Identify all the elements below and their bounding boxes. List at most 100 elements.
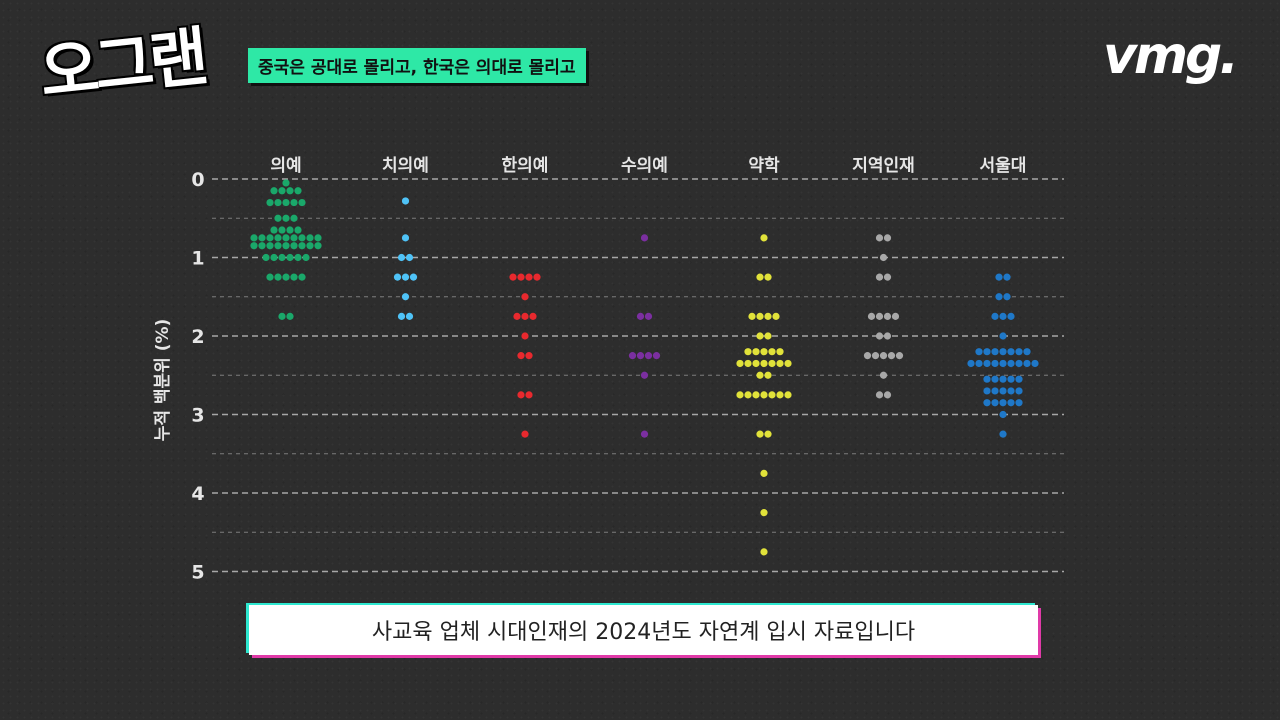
data-dot [875, 391, 884, 399]
data-dot [760, 469, 768, 477]
data-dot [282, 179, 290, 187]
data-dot [1015, 387, 1023, 395]
data-dot [397, 253, 406, 262]
data-dot [513, 312, 521, 320]
data-dot [764, 371, 772, 379]
data-dot [533, 273, 541, 281]
data-dot [764, 273, 772, 281]
data-dot [760, 548, 768, 556]
data-dot [768, 359, 776, 368]
data-dot [999, 359, 1007, 368]
data-dot [772, 312, 780, 320]
data-dot [875, 332, 884, 340]
data-dot [286, 253, 294, 262]
data-dot [521, 293, 529, 301]
series-1 [250, 179, 322, 320]
data-dot [525, 352, 533, 360]
data-dot [258, 234, 266, 242]
series-7 [967, 273, 1039, 438]
data-dot [756, 332, 764, 340]
data-dot [282, 242, 290, 250]
data-dot [756, 430, 764, 438]
data-dot [266, 198, 274, 207]
data-dot [875, 312, 884, 320]
data-dot [298, 198, 306, 207]
data-dot [760, 348, 768, 356]
data-dot [999, 375, 1007, 383]
data-dot [278, 253, 286, 262]
data-dot [306, 234, 314, 242]
data-dot [752, 359, 760, 368]
data-dot [282, 234, 290, 242]
data-dot [744, 348, 752, 356]
data-dot [258, 242, 266, 250]
data-dot [1031, 359, 1039, 368]
y-tick-label: 4 [191, 483, 204, 505]
data-dot [736, 359, 744, 368]
data-dot [262, 253, 270, 262]
series-6 [863, 234, 904, 399]
data-dot [294, 187, 302, 195]
data-dot [760, 391, 768, 399]
data-dot [1023, 348, 1031, 356]
data-dot [991, 387, 999, 395]
data-dot [274, 242, 282, 250]
data-dot [517, 273, 525, 281]
data-dot [298, 273, 306, 281]
grid-lines [212, 178, 1064, 573]
category-label: 치의예 [382, 156, 429, 176]
data-dot [895, 352, 904, 360]
subtitle-caption: 사교육 업체 시대인재의 2024년도 자연계 입시 자료입니다 [249, 605, 1038, 655]
data-dot [879, 371, 888, 379]
data-dot [1007, 399, 1015, 407]
data-dot [967, 359, 975, 368]
data-dot [302, 253, 310, 262]
data-dot [1003, 293, 1011, 301]
data-dot [875, 273, 884, 281]
data-dot [1007, 359, 1015, 368]
data-dot [266, 273, 274, 281]
data-dot [274, 273, 282, 281]
data-dot [521, 332, 529, 340]
y-tick-label: 2 [191, 326, 204, 348]
data-dot [983, 348, 991, 356]
series-5 [736, 234, 792, 556]
data-dot [756, 273, 764, 281]
data-dot [636, 352, 645, 360]
y-axis-ticks: 0 1 2 3 4 5 [191, 169, 204, 584]
data-dot [521, 312, 529, 320]
y-tick-label: 0 [191, 169, 204, 191]
data-dot [294, 226, 302, 234]
data-dot [764, 312, 772, 320]
data-dot [282, 214, 290, 222]
data-dot [736, 391, 744, 399]
data-dot [748, 312, 756, 320]
data-dot [863, 352, 872, 360]
data-dot [991, 359, 999, 368]
data-dot [983, 399, 991, 407]
series-3 [509, 273, 541, 438]
data-dot [891, 312, 900, 320]
y-tick-label: 1 [191, 248, 204, 270]
data-dot [401, 293, 410, 301]
data-dot [298, 242, 306, 250]
data-dot [883, 234, 892, 242]
data-dot [784, 391, 792, 399]
data-dot [999, 399, 1007, 407]
category-label: 의예 [270, 156, 301, 176]
data-dot [521, 430, 529, 438]
data-dot [278, 226, 286, 234]
category-label: 지역인재 [852, 156, 915, 176]
data-dot [266, 242, 274, 250]
caption-text: 사교육 업체 시대인재의 2024년도 자연계 입시 자료입니다 [371, 620, 916, 645]
data-dot [975, 359, 983, 368]
category-labels: 의예 치의예 한의예 수의예 약학 지역인재 서울대 [270, 155, 1026, 176]
data-dot [525, 391, 533, 399]
data-dot [883, 332, 892, 340]
data-dot [628, 352, 637, 360]
data-dot [405, 312, 414, 320]
data-dot [875, 234, 884, 242]
data-dot [397, 312, 406, 320]
data-dot [525, 273, 533, 281]
